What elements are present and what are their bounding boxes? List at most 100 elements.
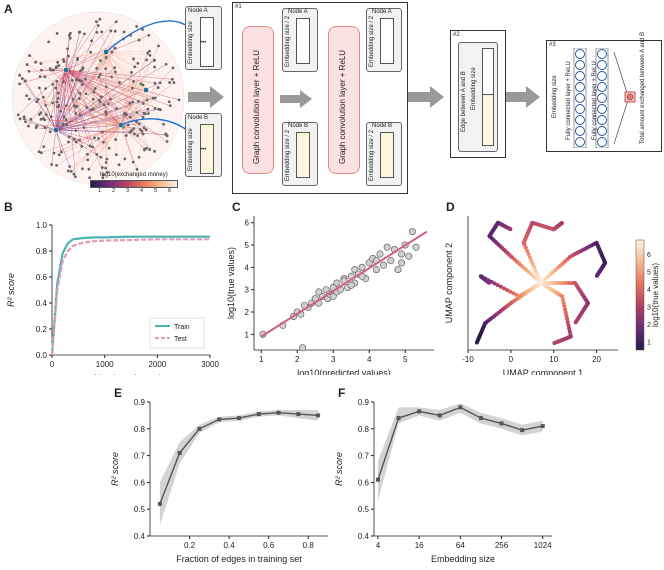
y-tick-label: 0.8 — [134, 425, 146, 434]
umap-point — [594, 273, 599, 278]
x-tick-label: 1 — [259, 355, 264, 364]
umap-point — [567, 329, 572, 334]
umap-point — [536, 274, 541, 279]
umap-point — [495, 283, 500, 288]
umap-point — [532, 264, 536, 269]
umap-point — [552, 341, 557, 346]
chart-b: 0 1000 2000 3000 0.0 0.2 0.4 0.6 0.8 1.0 Train Test… — [6, 221, 219, 375]
umap-point — [559, 220, 564, 225]
colorbar-d — [635, 239, 645, 351]
s1-node-b-label: Node B — [288, 123, 309, 129]
node-a-dots: ••• — [200, 40, 207, 46]
umap-point — [514, 292, 519, 297]
confidence-band — [377, 403, 543, 502]
x-tick-label: 2 — [295, 355, 300, 364]
confidence-band — [159, 410, 319, 526]
x-axis-label: Number of epochs — [94, 373, 168, 375]
umap-point — [492, 281, 497, 286]
x-tick-label: 1024 — [534, 541, 552, 550]
scatter-point — [347, 281, 355, 289]
y-tick-label: 0.7 — [134, 452, 146, 461]
edge-label: Edge between A and B — [461, 71, 467, 132]
data-point — [540, 424, 545, 429]
umap-point — [565, 320, 570, 325]
x-tick-label: 64 — [456, 541, 465, 550]
scatter-point — [299, 344, 307, 352]
umap-point — [562, 304, 567, 309]
scatter-point — [372, 266, 380, 274]
colorbar-d-label: log10(true values) — [651, 263, 660, 327]
colorbar-d-tick: 2 — [647, 322, 651, 329]
scatter-point — [405, 252, 413, 260]
data-point — [375, 477, 380, 482]
y-tick-label: 0.6 — [134, 478, 146, 487]
edge-cells-top — [482, 48, 494, 96]
s1-node-a2-cells — [380, 18, 394, 64]
data-point — [458, 405, 463, 410]
data-point — [520, 428, 525, 433]
s3-emb-size: Embedding size — [552, 75, 558, 118]
umap-point — [560, 294, 565, 299]
umap-point — [563, 281, 568, 285]
s1-node-a-size: Embedding size / 2 — [285, 15, 291, 67]
y-tick-label: 0.0 — [36, 351, 48, 360]
y-tick-label: 0.4 — [134, 532, 146, 541]
umap-point — [561, 300, 566, 305]
x-tick-label: 4 — [376, 541, 381, 550]
data-point — [197, 426, 202, 431]
colorbar-a — [90, 180, 178, 188]
umap-point — [549, 281, 554, 285]
umap-point — [534, 271, 539, 276]
x-axis-label: Fraction of edges in training set — [176, 554, 302, 564]
data-point — [157, 501, 162, 506]
scatter-point — [315, 288, 323, 296]
x-tick-label: 10 — [549, 355, 558, 364]
y-tick-label: 1.0 — [36, 221, 48, 230]
x-tick-label: 0.8 — [303, 541, 315, 550]
umap-point — [573, 320, 578, 325]
umap-point — [563, 307, 568, 312]
scatter-point — [394, 266, 402, 274]
gcn-layer-2-label: Graph convolution layer + ReLU — [338, 49, 347, 164]
node-b-emb-size: Embedding size — [188, 128, 194, 171]
y-axis-label: R² score — [6, 273, 16, 307]
legend — [149, 317, 205, 349]
edge-emb-size: Embedding size — [471, 67, 477, 110]
umap-point — [508, 227, 513, 232]
colorbar-d-tick: 6 — [647, 252, 651, 259]
x-tick-label: 0 — [509, 355, 514, 364]
gcn-layer-1-label: Graph convolution layer + ReLU — [252, 49, 261, 164]
colorbar-d-tick: 5 — [647, 269, 651, 276]
gcn-layer-2 — [328, 26, 360, 174]
data-point — [478, 416, 483, 421]
umap-point — [555, 281, 560, 285]
data-point — [217, 417, 222, 422]
s1-node-a2-label: Node A — [372, 9, 392, 15]
umap-point — [474, 340, 479, 345]
arrow-1 — [188, 86, 224, 108]
node-a-emb-size: Embedding size — [188, 21, 194, 64]
umap-point — [505, 287, 510, 292]
network-graph — [11, 11, 193, 185]
umap-point — [560, 297, 565, 302]
y-axis-label: UMAP component 2 — [444, 243, 454, 323]
scatter-point — [380, 261, 388, 269]
umap-point — [498, 284, 503, 289]
y-axis-label: R² score — [110, 452, 120, 486]
x-tick-label: 256 — [495, 541, 509, 550]
scatter-point — [376, 250, 384, 258]
umap-point — [511, 291, 516, 296]
series-test — [50, 238, 210, 356]
umap-point — [569, 281, 574, 285]
series-train — [50, 235, 210, 356]
step3-label: #3 — [549, 42, 556, 48]
data-point — [296, 412, 301, 417]
fit-line — [260, 230, 428, 338]
s1-node-b-size: Embedding size / 2 — [285, 129, 291, 181]
x-axis-label: log10(predicted values) — [297, 368, 391, 375]
data-point — [396, 416, 401, 421]
x-tick-label: 0.2 — [184, 541, 196, 550]
y-tick-label: 0.9 — [358, 398, 370, 407]
umap-point — [558, 281, 563, 285]
node-b-cells — [200, 124, 214, 174]
